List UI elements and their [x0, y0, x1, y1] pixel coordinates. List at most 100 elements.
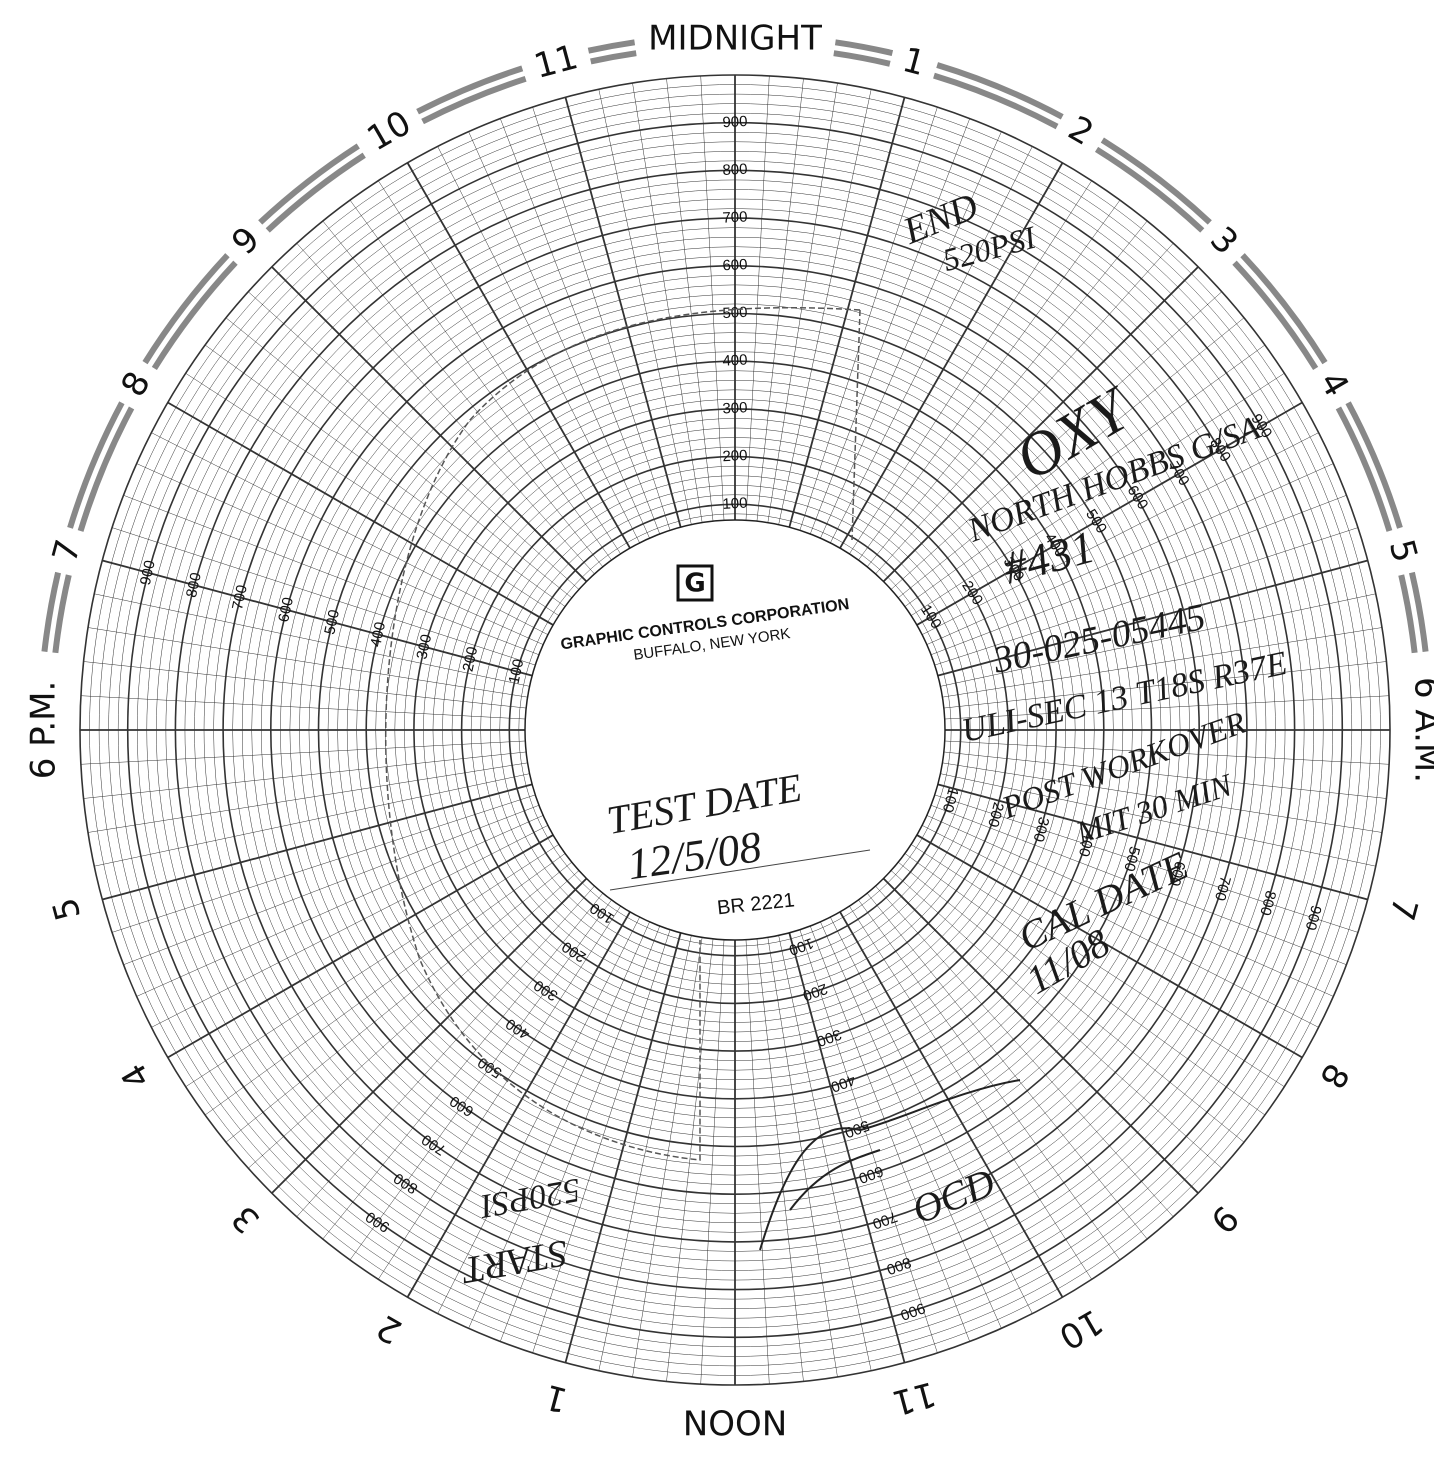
spoke	[500, 118, 662, 538]
spoke	[767, 934, 838, 1377]
scale-label: 700	[1211, 874, 1234, 903]
spoke	[80, 740, 529, 765]
spoke	[632, 83, 703, 526]
hour-label: 7	[45, 535, 89, 566]
hour-bar	[1409, 571, 1429, 652]
scale-label: 100	[939, 786, 962, 815]
scale-label: 800	[391, 1169, 421, 1197]
spoke	[296, 883, 597, 1217]
scale-label: 400	[1075, 830, 1098, 859]
spoke	[83, 751, 530, 799]
hour-label: NOON	[683, 1402, 787, 1442]
spoke	[406, 162, 633, 552]
spoke	[828, 913, 1033, 1314]
spoke	[880, 875, 1199, 1194]
scale-label: 800	[183, 571, 205, 599]
spoke	[828, 146, 1033, 547]
spoke	[271, 266, 590, 585]
scale-label: 700	[229, 583, 251, 611]
spoke	[666, 78, 714, 525]
spoke	[700, 936, 725, 1385]
spoke	[941, 740, 1390, 765]
spoke	[94, 772, 533, 867]
scale-label: 200	[459, 645, 481, 673]
hour-bar	[1398, 574, 1418, 654]
spoke	[908, 373, 1285, 618]
hour-label: 5	[45, 893, 89, 924]
hour-label: 8	[1311, 1056, 1356, 1095]
spoke	[937, 593, 1376, 688]
hour-label: 5	[1381, 535, 1425, 566]
scale-label: 400	[503, 1015, 533, 1043]
spoke	[296, 243, 597, 577]
hour-label: 11	[530, 37, 582, 87]
hour-label: 6 A.M.	[1407, 677, 1434, 783]
spoke	[767, 83, 838, 526]
spoke	[102, 559, 536, 678]
spoke	[666, 935, 714, 1382]
spoke	[837, 162, 1064, 552]
scale-label: 500	[1120, 845, 1143, 874]
spoke	[818, 918, 1002, 1329]
hour-label: MIDNIGHT	[648, 19, 822, 59]
spoke	[847, 180, 1092, 557]
signature	[759, 1079, 1021, 1251]
spoke	[102, 782, 536, 901]
scale-label: 500	[475, 1053, 505, 1081]
hour-bar	[41, 571, 61, 652]
hour-bar	[1232, 260, 1319, 371]
spoke	[756, 78, 804, 525]
hour-label: 2	[370, 1306, 409, 1351]
spoke	[939, 627, 1382, 698]
hour-bar	[52, 574, 72, 654]
spoke	[136, 813, 547, 997]
spoke	[756, 935, 804, 1382]
hour-label: 2	[1061, 108, 1100, 153]
pen-trace	[385, 306, 861, 1161]
spoke	[798, 926, 938, 1354]
grid	[79, 74, 1391, 1386]
hour-bar	[67, 401, 125, 529]
hour-label: 9	[224, 219, 268, 263]
spoke	[532, 926, 672, 1354]
scale-label: 100	[917, 602, 945, 632]
scale-label: 300	[1029, 815, 1052, 844]
spoke	[787, 97, 906, 531]
hour-bar	[936, 62, 1064, 120]
spoke	[185, 842, 562, 1087]
handwritten-note: OCD	[906, 1159, 1001, 1232]
spoke	[918, 823, 1319, 1028]
spoke	[923, 813, 1334, 997]
logo-letter: G	[684, 569, 705, 599]
hour-bar	[265, 152, 366, 233]
spoke	[437, 146, 642, 547]
scale-label: 600	[447, 1092, 477, 1120]
hour-bar	[1345, 401, 1403, 529]
scale-label: 500	[722, 304, 748, 322]
scale-label: 900	[1302, 904, 1325, 933]
hour-label: 4	[113, 1056, 158, 1095]
spoke	[111, 793, 539, 933]
scale-label: 400	[722, 352, 748, 370]
spoke	[777, 89, 872, 528]
spoke	[204, 851, 568, 1116]
scale-label: 500	[321, 608, 343, 636]
spoke	[940, 751, 1387, 799]
spoke	[111, 527, 539, 667]
spoke	[939, 762, 1382, 833]
spoke	[500, 922, 662, 1342]
spoke	[598, 932, 693, 1371]
hour-label: 10	[361, 103, 418, 159]
scale-label: 900	[898, 1299, 927, 1324]
spoke	[895, 317, 1245, 601]
spoke	[818, 131, 1002, 542]
scale-label: 900	[363, 1208, 393, 1236]
hour-label: 6 P.M.	[24, 681, 64, 780]
spoke	[225, 317, 575, 601]
scale-label: 700	[419, 1131, 449, 1159]
spoke	[271, 875, 590, 1194]
spoke	[185, 373, 562, 618]
spoke	[927, 803, 1347, 965]
spoke	[873, 243, 1174, 577]
